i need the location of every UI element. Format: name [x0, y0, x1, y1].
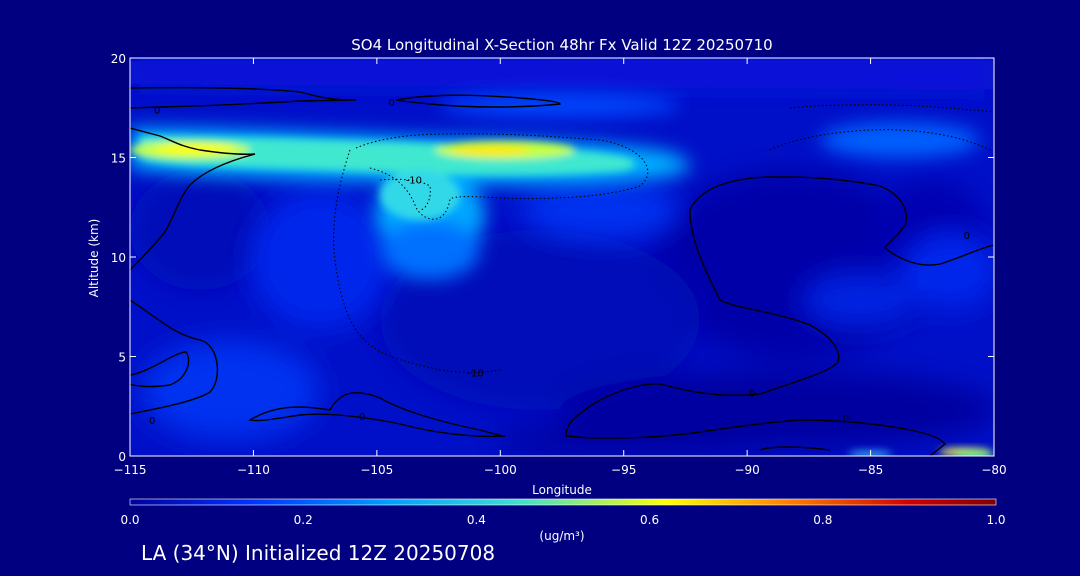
colorbar-tick-label: 0.6 — [640, 513, 659, 527]
colorbar-ticks: 0.0 0.2 0.4 0.6 0.8 1.0 — [120, 513, 1005, 527]
contour-label: -10 — [406, 175, 422, 186]
y-tick-label: 20 — [111, 52, 126, 66]
contour-label: 0 — [749, 388, 755, 399]
x-tick-label: −115 — [114, 463, 147, 477]
contour-label: 0 — [964, 231, 970, 242]
colorbar-tick-label: 0.0 — [120, 513, 139, 527]
y-axis: 0 5 10 15 20 — [111, 52, 994, 464]
concentration-field — [130, 58, 994, 456]
contour-lines — [130, 86, 994, 456]
contour-label: 0 — [388, 98, 394, 109]
x-tick-label: −110 — [237, 463, 270, 477]
colorbar-tick-label: 0.4 — [467, 513, 486, 527]
contour-label: 0 — [359, 412, 365, 423]
colorbar-label: (ug/m³) — [539, 529, 584, 543]
x-tick-label: −80 — [981, 463, 1006, 477]
initialization-note: LA (34°N) Initialized 12Z 20250708 — [141, 541, 496, 565]
y-axis-label: Altitude (km) — [87, 219, 101, 298]
chart-title: SO4 Longitudinal X-Section 48hr Fx Valid… — [351, 36, 772, 54]
contour-labels: 0 0 -10 -10 0 0 0 0 0 — [149, 98, 970, 427]
y-tick-label: 10 — [111, 251, 126, 265]
x-tick-label: −105 — [360, 463, 393, 477]
x-tick-label: −100 — [484, 463, 517, 477]
contour-label: 0 — [154, 106, 160, 117]
x-axis: −115 −110 −105 −100 −95 −90 −85 −80 — [114, 58, 1007, 477]
contour-label: -10 — [467, 368, 483, 379]
x-tick-label: −85 — [858, 463, 883, 477]
contour-label: 0 — [843, 414, 849, 425]
colorbar-tick-label: 0.8 — [813, 513, 832, 527]
colorbar-tick-label: 0.2 — [294, 513, 313, 527]
contour-label: 0 — [149, 416, 155, 427]
x-axis-label: Longitude — [532, 483, 592, 497]
x-tick-label: −95 — [611, 463, 636, 477]
dotted-contour-lines — [333, 104, 994, 373]
x-tick-label: −90 — [734, 463, 759, 477]
colorbar — [129, 498, 997, 506]
y-tick-label: 0 — [118, 450, 126, 464]
y-tick-label: 5 — [118, 351, 126, 365]
colorbar-tick-label: 1.0 — [986, 513, 1005, 527]
y-tick-label: 15 — [111, 152, 126, 166]
